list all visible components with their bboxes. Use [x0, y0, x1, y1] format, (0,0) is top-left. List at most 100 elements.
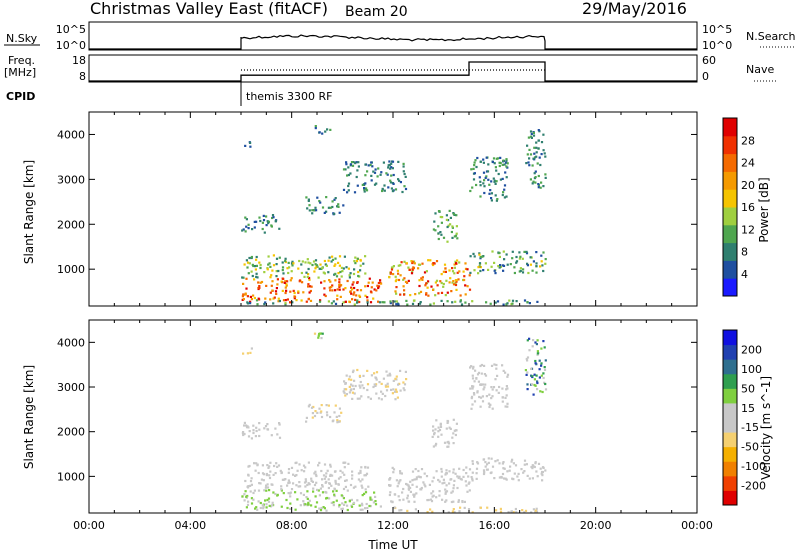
heatmap-cell [293, 291, 296, 295]
heatmap-cell [319, 509, 323, 512]
heatmap-cell [493, 162, 496, 165]
heatmap-cell [264, 297, 267, 300]
heatmap-cell [289, 290, 292, 293]
heatmap-cell [293, 297, 296, 300]
heatmap-cell [250, 298, 253, 301]
heatmap-cell [501, 193, 504, 197]
heatmap-cell [281, 478, 284, 481]
heatmap-cell [423, 483, 426, 486]
heatmap-cell [347, 462, 350, 465]
heatmap-cell [431, 510, 434, 513]
heatmap-cell [482, 472, 486, 476]
heatmap-cell [444, 270, 447, 273]
heatmap-cell [319, 201, 322, 204]
heatmap-cell [453, 479, 456, 482]
heatmap-cell [369, 505, 372, 508]
heatmap-cell [314, 263, 317, 266]
heatmap-cell [445, 490, 449, 493]
heatmap-cell [268, 476, 272, 480]
heatmap-cell [425, 270, 428, 273]
heatmap-cell [459, 294, 462, 297]
heatmap-cell [335, 275, 339, 278]
heatmap-cell [247, 435, 251, 438]
x-tick-label: 04:00 [174, 519, 206, 532]
heatmap-cell [292, 473, 295, 476]
heatmap-cell [528, 477, 531, 480]
heatmap-cell [413, 478, 416, 481]
heatmap-cell [377, 397, 381, 400]
heatmap-cell [435, 470, 438, 473]
heatmap-cell [429, 259, 432, 262]
heatmap-cell [462, 270, 465, 273]
heatmap-cell [305, 271, 308, 274]
heatmap-cell [503, 196, 506, 199]
heatmap-cell [362, 374, 365, 377]
heatmap-cell [280, 471, 283, 475]
heatmap-cell [281, 266, 285, 269]
heatmap-cell [266, 498, 269, 502]
heatmap-cell [320, 281, 323, 284]
heatmap-cell [466, 490, 469, 493]
heatmap-cell [269, 291, 272, 294]
heatmap-cell [337, 272, 340, 275]
heatmap-cell [249, 141, 252, 144]
heatmap-cell [308, 403, 311, 406]
colorbar-swatch [723, 135, 737, 155]
heatmap-cell [386, 385, 390, 388]
heatmap-cell [481, 255, 484, 258]
power-plot-area [89, 112, 697, 306]
heatmap-cell [537, 184, 540, 187]
heatmap-cell [348, 499, 351, 502]
heatmap-cell [418, 279, 421, 282]
heatmap-cell [530, 132, 533, 136]
heatmap-cell [271, 269, 274, 272]
heatmap-cell [356, 169, 359, 172]
heatmap-cell [359, 269, 362, 272]
heatmap-cell [278, 422, 281, 425]
heatmap-cell [265, 215, 268, 218]
heatmap-cell [318, 131, 321, 134]
heatmap-cell [446, 300, 449, 303]
heatmap-cell [247, 223, 250, 226]
heatmap-cell [486, 506, 489, 509]
heatmap-cell [542, 251, 545, 254]
heatmap-cell [494, 166, 497, 169]
heatmap-cell [276, 278, 279, 281]
heatmap-cell [331, 474, 334, 477]
heatmap-cell [528, 164, 531, 167]
heatmap-cell [286, 484, 289, 487]
heatmap-cell [341, 471, 344, 474]
heatmap-cell [407, 484, 410, 487]
heatmap-cell [390, 166, 393, 169]
heatmap-cell [427, 259, 430, 262]
heatmap-cell [289, 491, 292, 494]
heatmap-cell [398, 499, 401, 502]
heatmap-cell [266, 423, 269, 426]
heatmap-cell [377, 285, 381, 288]
heatmap-cell [249, 295, 252, 298]
heatmap-cell [481, 395, 484, 398]
heatmap-cell [447, 219, 450, 222]
heatmap-cell [394, 388, 398, 391]
heatmap-cell [533, 146, 536, 149]
heatmap-cell [318, 332, 321, 335]
heatmap-cell [306, 275, 309, 279]
heatmap-cell [399, 479, 402, 482]
heatmap-cell [506, 166, 509, 169]
heatmap-cell [345, 388, 348, 391]
heatmap-cell [393, 506, 396, 509]
heatmap-cell [479, 266, 482, 269]
heatmap-cell [282, 299, 286, 302]
heatmap-cell [543, 381, 546, 384]
heatmap-cell [497, 265, 500, 268]
heatmap-cell [528, 157, 531, 160]
heatmap-cell [426, 499, 429, 502]
heatmap-cell [537, 129, 540, 132]
heatmap-cell [491, 395, 494, 398]
heatmap-cell [488, 393, 491, 396]
heatmap-cell [490, 386, 493, 389]
heatmap-cell [432, 228, 435, 231]
heatmap-cell [333, 212, 336, 215]
heatmap-cell [494, 272, 497, 275]
heatmap-cell [434, 229, 437, 232]
